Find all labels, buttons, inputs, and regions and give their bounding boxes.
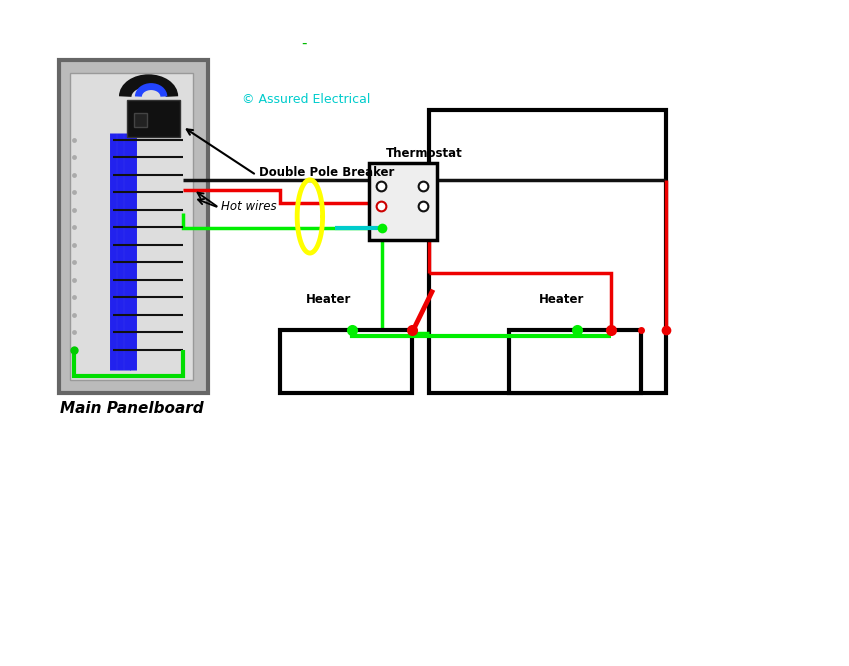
Text: Thermostat: Thermostat xyxy=(386,147,463,160)
FancyBboxPatch shape xyxy=(134,113,147,127)
Text: Hot wires: Hot wires xyxy=(221,200,277,213)
FancyBboxPatch shape xyxy=(509,330,641,393)
FancyBboxPatch shape xyxy=(280,330,412,393)
Text: -: - xyxy=(301,36,306,51)
FancyBboxPatch shape xyxy=(70,73,193,380)
Text: Heater: Heater xyxy=(306,293,351,306)
Text: Double Pole Breaker: Double Pole Breaker xyxy=(259,166,394,180)
Text: Heater: Heater xyxy=(539,293,584,306)
FancyBboxPatch shape xyxy=(369,163,437,240)
FancyBboxPatch shape xyxy=(429,110,666,393)
Text: Main Panelboard: Main Panelboard xyxy=(59,401,204,416)
FancyBboxPatch shape xyxy=(59,60,208,393)
Text: © Assured Electrical: © Assured Electrical xyxy=(242,93,370,107)
FancyBboxPatch shape xyxy=(127,100,180,137)
